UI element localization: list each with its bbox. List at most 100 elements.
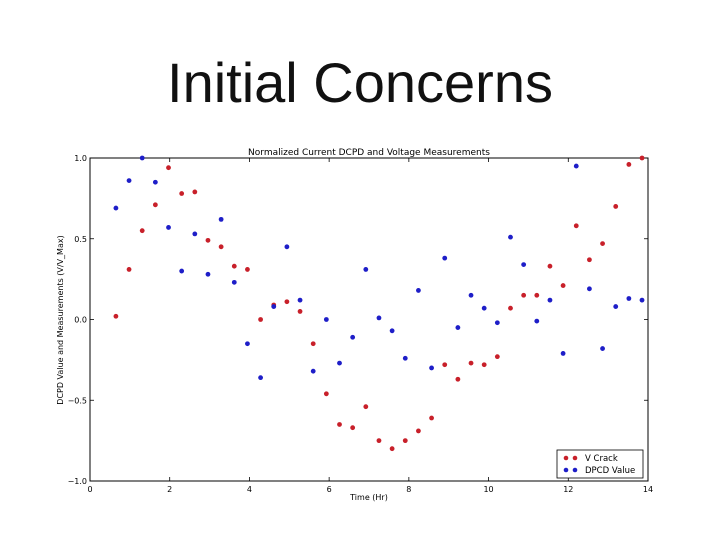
v-crack-point: [323, 391, 329, 397]
v-crack-point: [363, 404, 369, 410]
v-crack-point: [376, 438, 382, 444]
dpcd-value-point: [416, 288, 421, 293]
v-crack-point: [126, 267, 132, 272]
dpcd-value-point: [179, 268, 185, 274]
dpcd-value-point: [218, 216, 224, 222]
v-crack-point: [218, 244, 224, 250]
v-crack-point: [284, 299, 290, 305]
dpcd-value-point: [376, 315, 382, 321]
legend-label-v-crack: V Crack: [585, 454, 618, 464]
dpcd-value-point: [429, 365, 434, 371]
dpcd-value-point: [245, 341, 250, 347]
x-tick-label: 14: [643, 485, 653, 494]
dpcd-value-point: [337, 360, 342, 366]
v-crack-point: [600, 241, 605, 246]
v-crack-point: [429, 415, 434, 421]
dpcd-value-point: [271, 304, 277, 309]
v-crack-point: [231, 263, 237, 269]
dpcd-value-point: [323, 317, 329, 322]
v-crack-point: [534, 292, 540, 298]
dpcd-value-point: [126, 178, 132, 184]
y-tick-label: −0.5: [68, 396, 87, 405]
v-crack-point: [455, 376, 461, 382]
legend-marker-v-crack: [563, 455, 569, 461]
x-tick-label: 6: [327, 485, 332, 494]
chart-title: Normalized Current DCPD and Voltage Meas…: [248, 148, 490, 158]
x-tick-label: 8: [406, 485, 411, 494]
v-crack-point: [521, 292, 527, 298]
legend-marker-v-crack: [572, 455, 578, 461]
dpcd-value-point: [297, 297, 303, 303]
v-crack-point: [389, 446, 395, 452]
y-axis-label: DCPD Value and Measurements (V/V_Max): [56, 235, 65, 404]
dpcd-value-point: [192, 231, 198, 237]
dpcd-value-point: [468, 292, 474, 298]
dpcd-value-point: [521, 262, 527, 267]
v-crack-point: [613, 204, 619, 209]
legend-box: [556, 449, 644, 479]
dpcd-value-point: [139, 155, 145, 161]
v-crack-point: [481, 362, 487, 368]
v-crack-point: [310, 341, 316, 347]
dpcd-value-point: [455, 325, 461, 330]
dpcd-value-point: [626, 296, 632, 301]
x-tick-label: 0: [87, 485, 92, 494]
v-crack-point: [587, 257, 592, 263]
dpcd-value-point: [560, 351, 566, 356]
v-crack-point: [560, 283, 566, 288]
dpcd-value-point: [258, 375, 263, 381]
dpcd-value-point: [152, 179, 158, 185]
v-crack-point: [113, 313, 119, 319]
v-crack-point: [179, 191, 185, 196]
dpcd-value-point: [547, 297, 553, 303]
dpcd-value-point: [442, 255, 448, 261]
v-crack-point: [258, 317, 263, 322]
v-crack-point: [508, 305, 513, 311]
dpcd-value-point: [508, 234, 513, 240]
dpcd-value-point: [600, 346, 605, 351]
legend-marker-dpcd: [572, 467, 578, 473]
legend: V Crack DPCD Value: [556, 449, 644, 479]
v-crack-point: [494, 354, 500, 360]
dpcd-value-point: [587, 286, 592, 292]
dpcd-value-point: [639, 297, 645, 303]
legend-label-dpcd: DPCD Value: [585, 466, 635, 476]
x-tick-label: 12: [563, 485, 573, 494]
dpcd-value-point: [573, 163, 579, 169]
v-crack-point: [442, 362, 448, 368]
v-crack-point: [350, 425, 356, 431]
v-crack-point: [468, 360, 474, 366]
dpcd-value-point: [205, 271, 211, 277]
v-crack-point: [152, 202, 158, 208]
dpcd-value-point: [350, 334, 356, 340]
v-crack-point: [192, 189, 198, 195]
v-crack-point: [166, 165, 171, 171]
y-tick-label: 0.5: [74, 235, 87, 244]
dpcd-value-point: [284, 244, 290, 250]
y-tick-label: −1.0: [68, 477, 87, 486]
x-tick-label: 4: [247, 485, 252, 494]
v-crack-point: [337, 422, 342, 427]
data-points: [113, 155, 645, 452]
v-crack-point: [573, 223, 579, 229]
dpcd-value-point: [481, 305, 487, 311]
v-crack-point: [245, 267, 250, 272]
dpcd-value-point: [166, 225, 171, 230]
dpcd-value-point: [402, 355, 408, 361]
v-crack-point: [639, 155, 645, 161]
v-crack-point: [297, 309, 303, 314]
x-tick-label: 2: [167, 485, 172, 494]
v-crack-point: [402, 438, 408, 444]
dpcd-value-point: [363, 267, 369, 272]
dpcd-value-point: [613, 304, 619, 309]
v-crack-point: [139, 228, 145, 234]
dpcd-value-point: [113, 205, 119, 211]
v-crack-point: [205, 237, 211, 243]
x-axis: 0 2 4 6 8 10 12 14: [87, 158, 653, 494]
dpcd-value-point: [534, 318, 540, 324]
dpcd-value-point: [389, 328, 395, 334]
plot-frame: [89, 157, 649, 482]
dpcd-value-point: [494, 320, 500, 326]
v-crack-point: [547, 263, 553, 269]
